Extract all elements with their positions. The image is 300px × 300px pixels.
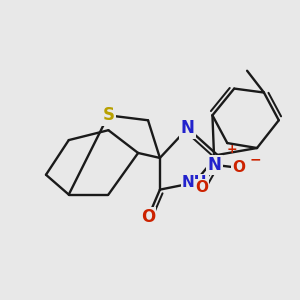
Text: S: S [102, 106, 114, 124]
Text: O: O [233, 160, 246, 175]
Text: N: N [208, 156, 221, 174]
Text: −: − [250, 152, 261, 167]
Text: O: O [195, 180, 208, 195]
Text: +: + [226, 143, 237, 156]
Text: NH: NH [182, 175, 207, 190]
Text: N: N [181, 119, 195, 137]
Text: O: O [141, 208, 155, 226]
